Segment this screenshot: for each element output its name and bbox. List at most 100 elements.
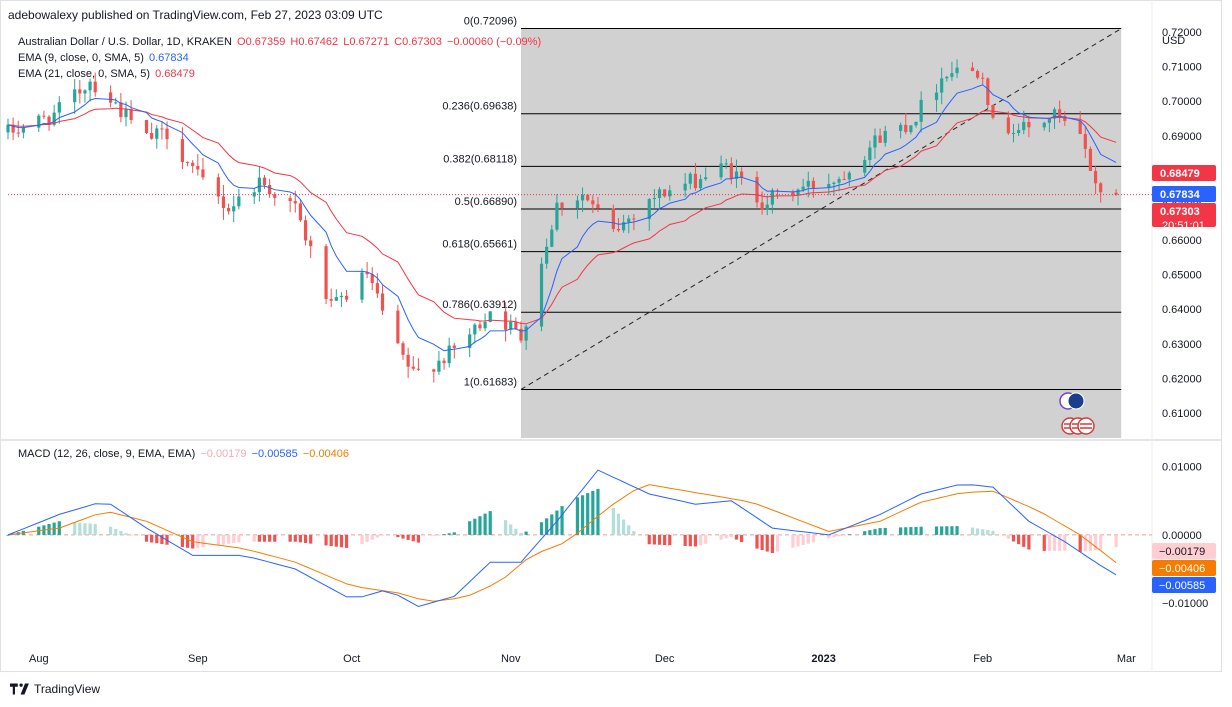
candle-body: [221, 196, 226, 208]
macd-histogram-bar: [719, 534, 723, 540]
candle-body: [909, 125, 913, 133]
candle-body: [339, 295, 344, 298]
footer-brand[interactable]: TradingView: [34, 682, 101, 696]
time-tick-label: 2023: [811, 653, 835, 665]
candle-body: [237, 196, 241, 207]
macd-histogram-bar: [878, 528, 882, 535]
candle-body: [1078, 120, 1082, 134]
candle-body: [1083, 133, 1087, 149]
ohlc-change: −0.00060 (−0.09%): [446, 36, 542, 48]
macd-value-tag: −0.00585: [1159, 580, 1205, 592]
symbol-row: Australian Dollar / U.S. Dollar, 1D, KRA…: [18, 36, 543, 48]
macd-histogram-bar: [155, 534, 159, 544]
candle-body: [447, 345, 451, 364]
macd-histogram-bar: [365, 534, 369, 542]
candle-body: [616, 228, 621, 231]
macd-histogram-bar: [468, 521, 472, 535]
macd-histogram-bar: [432, 534, 436, 536]
macd-histogram-bar: [1099, 534, 1103, 550]
candle-body: [468, 334, 472, 348]
candle-body: [309, 240, 313, 247]
candle-body: [273, 194, 277, 198]
time-tick-label: Mar: [1117, 653, 1136, 665]
macd-histogram-bar: [375, 534, 379, 538]
candle-body: [442, 360, 446, 364]
candle-body: [1088, 148, 1093, 171]
macd-histogram-bar: [452, 532, 456, 535]
candle-body: [268, 185, 272, 195]
macd-histogram-bar: [73, 522, 77, 535]
macd-histogram-bar: [611, 507, 615, 535]
macd-histogram-bar: [262, 534, 267, 542]
macd-histogram-bar: [796, 534, 800, 547]
candle-body: [755, 177, 759, 203]
macd-histogram-bar: [837, 534, 841, 537]
macd-histogram-bar: [575, 497, 580, 535]
candle-body: [257, 177, 261, 193]
macd-histogram-bar: [704, 534, 708, 544]
macd-histogram-bar: [904, 527, 908, 535]
candle-body: [668, 190, 672, 197]
macd-histogram-bar: [273, 534, 277, 542]
candle-body: [519, 328, 523, 341]
candle-body: [196, 166, 200, 170]
time-tick-label: Dec: [655, 653, 675, 665]
footer: TradingView: [10, 682, 100, 696]
fib-level-label-3: 0.5(0.66890): [455, 196, 517, 208]
candle-body: [191, 162, 195, 167]
candle-body: [986, 78, 990, 105]
macd-histogram-bar: [991, 530, 995, 535]
candle-body: [57, 102, 61, 113]
ema9-row: EMA (9, close, 0, SMA, 5) 0.67834: [18, 52, 191, 64]
candle-body: [298, 203, 303, 221]
candle-body: [78, 89, 82, 94]
price-tick-label: 0.66000: [1162, 235, 1202, 247]
candle-body: [739, 171, 744, 178]
macd-tick-label: 0.01000: [1162, 462, 1202, 474]
ohlc-high: H0.67462: [290, 36, 339, 48]
macd-histogram-bar: [739, 534, 744, 543]
candle-body: [832, 182, 836, 185]
macd-histogram-bar: [873, 529, 877, 535]
ohlc-low: L0.67271: [343, 36, 390, 48]
candle-body: [473, 324, 477, 335]
published-note: adebowalexy published on TradingView.com…: [8, 8, 383, 22]
macd-histogram-bar: [6, 534, 10, 536]
ema9-value: 0.67834: [149, 52, 189, 64]
price-tick-label: 0.71000: [1162, 62, 1202, 74]
candle-body: [52, 112, 56, 125]
macd-histogram-bar: [1063, 534, 1067, 551]
macd-histogram-bar: [657, 534, 662, 545]
macd-histogram-bar: [724, 534, 728, 539]
macd-histogram-bar: [473, 518, 477, 535]
candle-body: [688, 173, 692, 184]
candle-body: [380, 293, 385, 311]
macd-histogram-bar: [437, 534, 441, 536]
macd-histogram-bar: [668, 534, 672, 546]
macd-histogram-bar: [504, 520, 508, 535]
macd-histogram-bar: [847, 534, 851, 536]
macd-histogram-bar: [950, 526, 954, 535]
symbol-title: Australian Dollar / U.S. Dollar, 1D, KRA…: [18, 36, 232, 48]
macd-histogram-bar: [303, 534, 308, 543]
candle-body: [791, 191, 795, 195]
candle-body: [329, 299, 333, 301]
candle-body: [801, 186, 805, 190]
macd-histogram-bar: [1017, 534, 1021, 545]
macd-histogram-bar: [770, 534, 774, 553]
candle-body: [344, 295, 349, 300]
macd-histogram-bar: [775, 534, 780, 552]
candle-body: [288, 197, 292, 202]
candle-body: [837, 179, 841, 183]
time-tick-label: Nov: [501, 653, 521, 665]
candle-body: [883, 130, 887, 143]
macd-histogram-bar: [550, 514, 554, 535]
candle-body: [37, 115, 41, 128]
candle-body: [1099, 183, 1103, 193]
macd-histogram-bar: [1058, 534, 1062, 551]
candle-body: [873, 135, 877, 148]
candle-body: [955, 67, 959, 74]
candle-body: [334, 297, 338, 301]
candle-body: [165, 128, 169, 140]
